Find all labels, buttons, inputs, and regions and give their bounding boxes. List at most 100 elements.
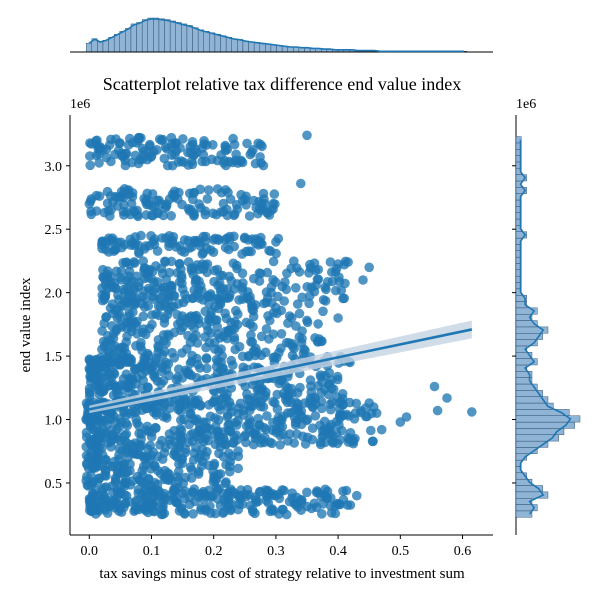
scatter-point [225,194,236,204]
x-axis-title: tax savings minus cost of strategy relat… [99,566,465,582]
scatter-point [206,245,216,255]
scatter-point [142,188,152,199]
scatter-point [432,405,443,416]
scatter-point [137,383,147,394]
scatter-point [122,185,132,196]
scatter-point [126,240,136,250]
scatter-point [93,452,103,463]
scatter-point [313,264,324,275]
scatter-point [277,281,288,292]
marginal-x-bar [158,18,165,53]
scatter-point [124,373,135,384]
scatter-point [136,298,147,309]
scatter-point [105,368,115,379]
scatter-point [191,373,202,383]
marginal-x-bar [237,39,244,53]
scatter-point [213,235,224,245]
scatter-point [248,311,259,322]
marginal-x-bar [113,34,120,53]
scatter-point [200,209,211,220]
scatter-point [322,486,333,497]
scatter-point [224,499,234,510]
scatter-point [255,232,266,243]
scatter-point [173,157,184,167]
scatter-point [345,500,356,510]
scatter-point [239,233,250,244]
scatter-point [114,450,124,460]
scatter-point [239,431,250,442]
scatter-point [226,276,237,286]
scatter-point [101,454,111,465]
scatter-point [152,376,163,386]
scatter-point [338,293,348,304]
scatter-point [205,508,216,518]
scatter-point [247,504,258,515]
scatter-point [291,283,301,293]
scatter-point [130,364,141,375]
scatter-point [233,463,243,474]
scatter-point [97,326,107,336]
scatter-point [272,308,282,319]
scatter-point [168,486,179,497]
scatter-point [177,453,187,463]
scatter-point [188,208,199,218]
scatter-point [249,273,259,284]
scatter-point [233,416,243,426]
scatter-point [238,362,248,373]
scatter-point [186,473,197,483]
scatter-point [86,206,96,217]
scatter-point [267,298,277,308]
scatter-point [197,461,207,471]
scatter-point [128,307,138,317]
scatter-point [101,312,112,322]
scatter-point [85,151,95,161]
scatter-point [306,387,317,398]
scatter-point [86,471,96,481]
scatter-point [226,355,237,366]
scatter-point [96,240,107,250]
scatter-point [270,277,281,287]
scatter-point [224,292,234,303]
scatter-point [371,408,382,419]
scatter-point [229,241,239,252]
scatter-point [118,284,129,295]
scatter-point [297,292,308,303]
scatter-point [138,375,148,386]
scatter-point [429,381,440,392]
scatter-point [120,436,130,446]
scatter-point [171,138,181,149]
scatter-point [87,372,98,383]
scatter-point [179,493,190,504]
scatter-point [229,332,239,343]
scatter-point [297,326,307,336]
scatter-point [343,433,354,443]
scatter-point [152,207,163,218]
scatter-point [218,508,228,518]
scatter-point [151,410,162,420]
scatter-point [81,427,92,438]
scatter-point [290,417,301,428]
marginal-x-bar [192,27,199,53]
scatter-point [237,351,248,362]
scatter-point [179,247,190,257]
scatter-point [320,296,331,306]
scatter-point [210,476,220,486]
scatter-point [162,160,173,171]
marginal-y-ticks [512,165,516,484]
scatter-point [137,466,147,476]
scatter-point [237,249,247,259]
scatter-point [149,460,160,470]
scatter-point [129,257,139,267]
scatter-point [203,185,214,195]
x-tick-label: 0.0 [81,544,99,559]
scatter-point [364,398,375,408]
scatter-point [159,153,170,164]
scatter-point [265,315,275,326]
scatter-point [160,465,170,476]
scatter-point [132,449,143,460]
scatter-point [113,382,124,392]
scatter-point [223,425,234,436]
scatter-point [154,310,164,321]
scatter-point [307,401,318,412]
marginal-x-bar [197,29,204,53]
